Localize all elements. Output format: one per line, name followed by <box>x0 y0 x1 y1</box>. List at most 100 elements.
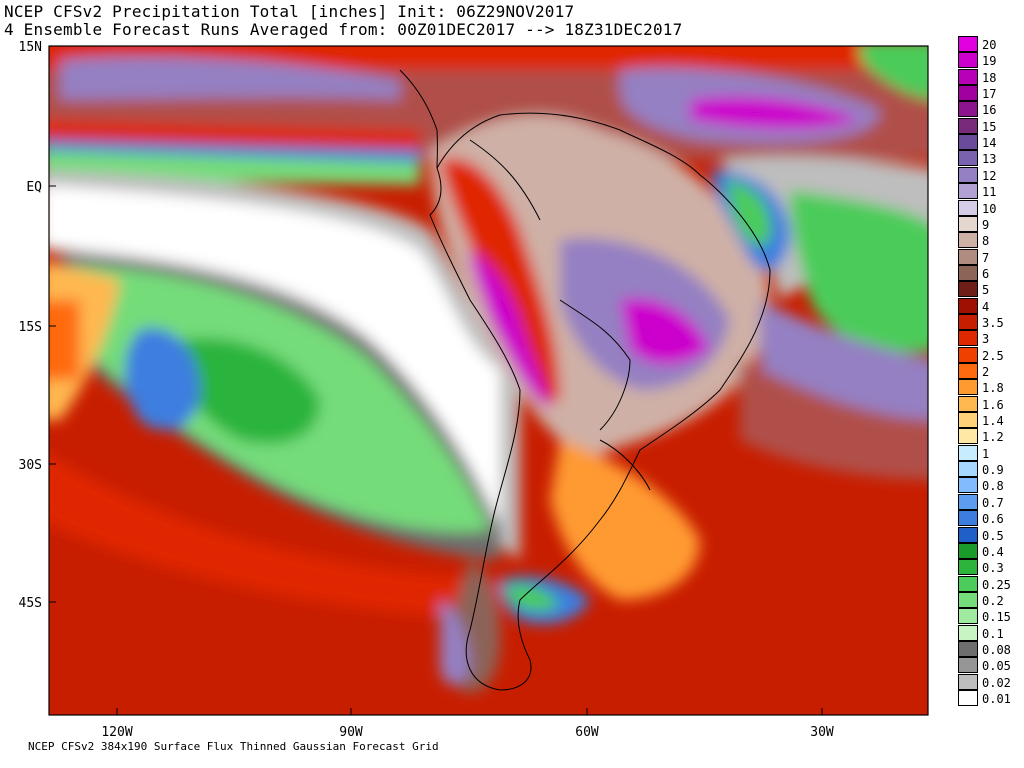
legend-swatch <box>958 444 978 461</box>
legend-entry: 0.1 <box>956 624 1020 641</box>
legend-entry: 8 <box>956 232 1020 249</box>
latitude-label: 15N <box>19 40 42 55</box>
legend-swatch <box>958 608 978 625</box>
legend-entry: 13 <box>956 150 1020 167</box>
latitude-label: 30S <box>19 458 42 473</box>
legend-label: 18 <box>982 70 997 85</box>
legend-swatch <box>958 640 978 657</box>
legend-label: 16 <box>982 103 997 118</box>
legend-swatch <box>958 575 978 592</box>
legend-label: 1.4 <box>982 414 1004 429</box>
legend-entry: 2 <box>956 363 1020 379</box>
legend-label: 3 <box>982 332 990 347</box>
legend-entry: 0.08 <box>956 640 1020 657</box>
legend-entry: 7 <box>956 248 1020 265</box>
legend-label: 20 <box>982 38 997 52</box>
legend-label: 0.02 <box>982 675 1011 690</box>
south-america-coastline <box>399 69 771 691</box>
legend-label: 2 <box>982 365 990 379</box>
legend-entry: 10 <box>956 199 1020 216</box>
legend-entry: 6 <box>956 264 1020 281</box>
legend-swatch <box>958 493 978 510</box>
legend-swatch <box>958 363 978 379</box>
legend-entry: 0.2 <box>956 591 1020 608</box>
longitude-axis: 120W 90W 60W 30W <box>101 708 834 740</box>
legend-entry: 0.8 <box>956 477 1020 494</box>
legend-swatch <box>958 313 978 330</box>
legend-entry: 5 <box>956 281 1020 298</box>
map-title-line-2: 4 Ensemble Forecast Runs Averaged from: … <box>4 20 683 39</box>
legend-entry: 1 <box>956 444 1020 461</box>
latitude-axis: 15N EQ 15S 30S 45S <box>19 40 56 611</box>
longitude-label: 60W <box>575 725 599 740</box>
legend-swatch <box>958 232 978 249</box>
legend-swatch <box>958 690 978 706</box>
legend-swatch <box>958 346 978 363</box>
legend-swatch <box>958 412 978 429</box>
legend-label: 7 <box>982 250 990 265</box>
legend-label: 1.8 <box>982 381 1004 396</box>
legend-label: 0.2 <box>982 593 1004 608</box>
map-title-line-1: NCEP CFSv2 Precipitation Total [inches] … <box>4 2 575 21</box>
legend-label: 6 <box>982 266 990 281</box>
legend-entry: 0.15 <box>956 608 1020 625</box>
legend-entry: 0.5 <box>956 526 1020 543</box>
legend-swatch <box>958 36 978 52</box>
legend-label: 1.6 <box>982 397 1004 412</box>
legend-entry: 19 <box>956 52 1020 69</box>
grid-footnote: NCEP CFSv2 384x190 Surface Flux Thinned … <box>28 740 439 753</box>
legend-entry: 4 <box>956 297 1020 314</box>
legend-swatch <box>958 52 978 69</box>
legend-swatch <box>958 428 978 445</box>
legend-label: 0.4 <box>982 544 1004 559</box>
legend-swatch <box>958 591 978 608</box>
legend-label: 0.5 <box>982 528 1004 543</box>
latitude-label: EQ <box>26 180 42 195</box>
legend-label: 5 <box>982 283 990 298</box>
longitude-label: 120W <box>101 725 132 740</box>
legend-entry: 0.6 <box>956 510 1020 527</box>
legend-swatch <box>958 68 978 85</box>
legend-swatch <box>958 248 978 265</box>
legend-swatch <box>958 477 978 494</box>
legend-label: 4 <box>982 299 990 314</box>
legend-entry: 16 <box>956 101 1020 118</box>
legend-label: 11 <box>982 185 997 200</box>
legend-swatch <box>958 510 978 527</box>
legend-swatch <box>958 101 978 118</box>
legend-label: 0.8 <box>982 479 1004 494</box>
legend-label: 17 <box>982 87 997 102</box>
legend-label: 10 <box>982 201 997 216</box>
legend-entry: 20 <box>956 36 1020 52</box>
longitude-label: 90W <box>339 725 363 740</box>
precipitation-field <box>49 46 928 715</box>
legend-label: 0.7 <box>982 495 1004 510</box>
legend-label: 0.6 <box>982 512 1004 527</box>
legend-label: 12 <box>982 168 997 183</box>
legend-label: 1 <box>982 446 990 461</box>
legend-label: 2.5 <box>982 348 1004 363</box>
legend-swatch <box>958 673 978 690</box>
legend-entry: 0.25 <box>956 575 1020 592</box>
latitude-label: 45S <box>19 596 42 611</box>
latitude-label: 15S <box>19 320 42 335</box>
legend-swatch <box>958 264 978 281</box>
legend-swatch <box>958 461 978 478</box>
legend-entry: 3 <box>956 330 1020 347</box>
legend-entry: 1.2 <box>956 428 1020 445</box>
legend-label: 0.1 <box>982 626 1004 641</box>
legend-entry: 9 <box>956 215 1020 232</box>
legend-swatch <box>958 559 978 576</box>
legend-swatch <box>958 395 978 412</box>
legend-swatch <box>958 215 978 232</box>
legend-swatch <box>958 199 978 216</box>
longitude-label: 30W <box>810 725 834 740</box>
legend-label: 8 <box>982 234 990 249</box>
legend-swatch <box>958 134 978 151</box>
legend-entry: 0.02 <box>956 673 1020 690</box>
legend-entry: 1.4 <box>956 412 1020 429</box>
legend-swatch <box>958 281 978 298</box>
legend-entry: 0.7 <box>956 493 1020 510</box>
legend-swatch <box>958 85 978 102</box>
